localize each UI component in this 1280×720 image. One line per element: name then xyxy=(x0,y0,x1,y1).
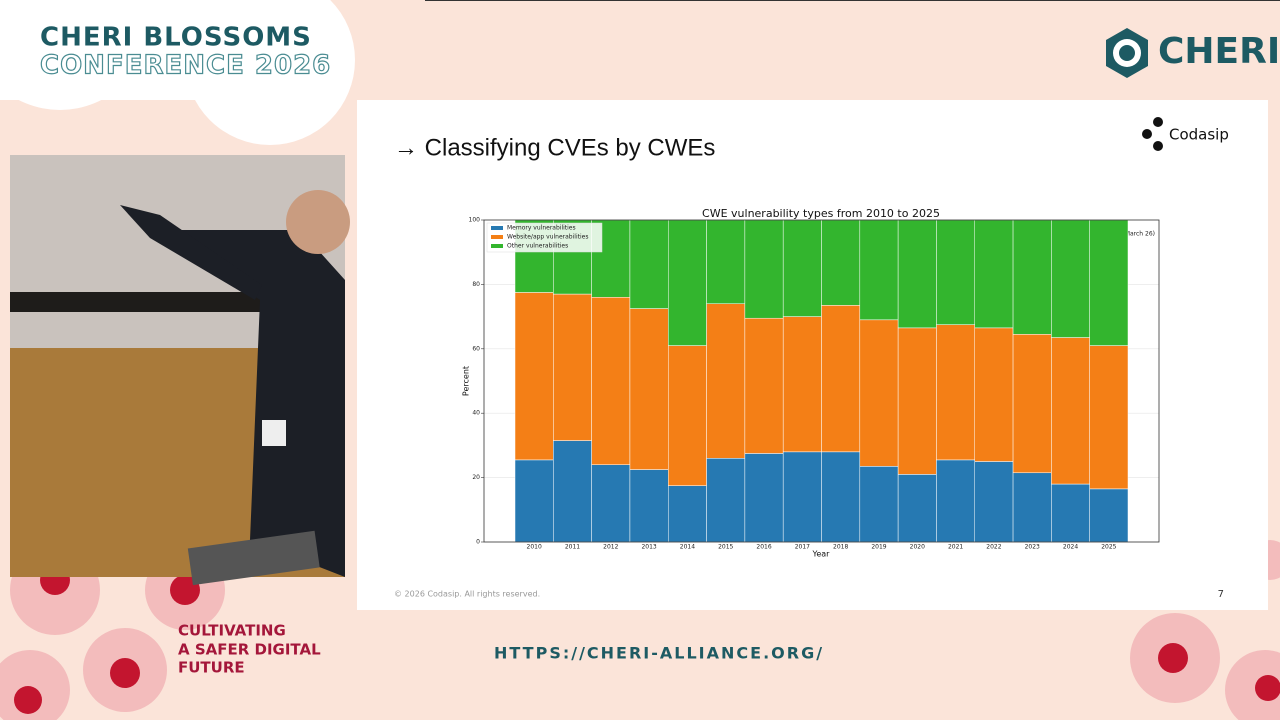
bar-segment xyxy=(974,327,1014,462)
bar-segment xyxy=(629,469,669,543)
x-tick-label: 2017 xyxy=(795,544,810,551)
legend-label: Website/app vulnerabilities xyxy=(507,234,588,241)
x-tick-label: 2025 xyxy=(1101,544,1116,551)
decor-block xyxy=(0,0,260,100)
x-tick-label: 2020 xyxy=(910,544,925,551)
tagline: A SAFER DIGITAL xyxy=(178,641,321,659)
bar-segment xyxy=(1012,334,1052,474)
bar-segment xyxy=(1089,345,1129,490)
event-subtitle: CONFERENCE 2026 xyxy=(40,51,331,81)
legend-swatch xyxy=(491,235,503,239)
bar-segment xyxy=(1089,219,1129,346)
bar-segment xyxy=(897,327,937,475)
slide-heading: → Classifying CVEs by CWEs xyxy=(394,134,715,161)
speaker-video xyxy=(10,155,350,586)
bar-segment xyxy=(1051,337,1090,485)
x-tick-label: 2012 xyxy=(603,544,618,551)
bar-segment xyxy=(782,316,822,453)
y-tick-label: 40 xyxy=(472,410,480,417)
y-tick-label: 100 xyxy=(469,217,481,224)
bar-segment xyxy=(553,293,592,441)
bar-segment xyxy=(1089,488,1129,543)
legend-label: Other vulnerabilities xyxy=(507,243,568,250)
brand-text: Codasip xyxy=(1169,126,1229,144)
tagline: FUTURE xyxy=(178,659,245,677)
bar-segment xyxy=(936,324,975,461)
plot-frame xyxy=(483,219,1160,543)
y-tick-label: 0 xyxy=(476,539,480,546)
bar-segment xyxy=(782,451,822,543)
legend-box xyxy=(486,222,603,253)
x-tick-label: 2018 xyxy=(833,544,848,551)
x-tick-label: 2019 xyxy=(871,544,886,551)
x-tick-label: 2022 xyxy=(986,544,1001,551)
chart-title: CWE vulnerability types from 2010 to 202… xyxy=(702,207,940,220)
bar-segment xyxy=(668,219,707,346)
x-tick-label: 2023 xyxy=(1025,544,1040,551)
x-tick-label: 2014 xyxy=(680,544,695,551)
logo-text: CHERI xyxy=(1158,31,1280,72)
legend-swatch xyxy=(491,226,503,230)
bar-segment xyxy=(553,440,592,543)
bar-segment xyxy=(1051,219,1090,338)
bar-segment xyxy=(629,308,669,470)
bar-segment xyxy=(1051,483,1090,543)
y-tick-label: 60 xyxy=(472,345,480,352)
x-tick-label: 2024 xyxy=(1063,544,1078,551)
event-title: CHERI BLOSSOMS xyxy=(40,23,312,53)
bar-segment xyxy=(936,459,975,543)
bar-segment xyxy=(629,219,669,309)
bar-segment xyxy=(859,319,899,467)
x-tick-label: 2021 xyxy=(948,544,963,551)
y-axis-label: Percent xyxy=(462,366,471,396)
tagline: CULTIVATING xyxy=(178,622,286,640)
bar-segment xyxy=(744,317,784,454)
x-tick-label: 2013 xyxy=(641,544,656,551)
bar-segment xyxy=(974,461,1014,543)
legend-label: Memory vulnerabilities xyxy=(507,225,576,232)
bar-segment xyxy=(706,303,746,459)
bar-segment xyxy=(668,485,707,543)
y-tick-label: 80 xyxy=(472,281,480,288)
bar-segment xyxy=(514,292,554,461)
bar-segment xyxy=(514,459,554,543)
bar-segment xyxy=(821,305,861,453)
bar-segment xyxy=(897,474,937,543)
bar-segment xyxy=(974,219,1014,329)
bar-segment xyxy=(744,453,784,543)
bar-segment xyxy=(782,219,822,317)
x-tick-label: 2010 xyxy=(527,544,542,551)
x-tick-label: 2015 xyxy=(718,544,733,551)
bar-segment xyxy=(706,219,746,304)
bar-segment xyxy=(821,451,861,543)
slide-footer: © 2026 Codasip. All rights reserved. xyxy=(394,590,540,599)
bar-segment xyxy=(936,219,975,325)
bar-segment xyxy=(744,219,784,319)
bar-segment xyxy=(591,464,631,543)
bar-segment xyxy=(591,297,631,465)
x-tick-label: 2011 xyxy=(565,544,580,551)
event-url: HTTPS://CHERI-ALLIANCE.ORG/ xyxy=(494,644,824,663)
bar-segment xyxy=(859,466,899,543)
y-tick-label: 20 xyxy=(472,474,480,481)
bar-segment xyxy=(706,458,746,543)
bar-segment xyxy=(1012,472,1052,543)
codasip-logo: Codasip xyxy=(1142,117,1229,151)
x-axis-label: Year xyxy=(812,550,831,559)
bar-segment xyxy=(897,219,937,329)
bar-segment xyxy=(1012,219,1052,335)
x-tick-label: 2016 xyxy=(756,544,771,551)
bar-segment xyxy=(668,345,707,486)
chart: CWE vulnerability types from 2010 to 202… xyxy=(462,207,1160,559)
cheri-logo: CHERI xyxy=(1106,28,1280,78)
bar-segment xyxy=(821,219,861,306)
legend-swatch xyxy=(491,244,503,248)
page-number: 7 xyxy=(1218,589,1224,600)
bar-segment xyxy=(859,219,899,321)
